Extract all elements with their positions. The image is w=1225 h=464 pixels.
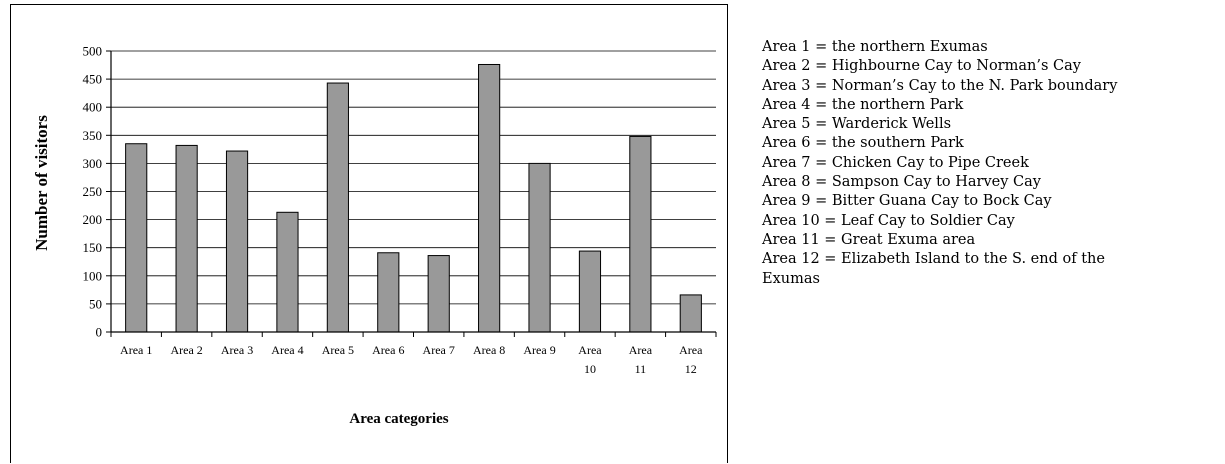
x-tick-label: Area 8 xyxy=(473,343,505,357)
bar xyxy=(578,250,602,333)
y-tick-label: 450 xyxy=(83,72,103,87)
x-tick-label: Area 3 xyxy=(221,343,253,357)
bar xyxy=(478,63,501,333)
bar xyxy=(679,294,702,333)
legend-line: Area 10 = Leaf Cay to Soldier Cay xyxy=(762,212,1015,229)
legend-line: Area 8 = Sampson Cay to Harvey Cay xyxy=(762,174,1041,191)
legend-line: Area 3 = Norman’s Cay to the N. Park bou… xyxy=(762,77,1118,94)
bar xyxy=(427,255,450,333)
legend-line: Area 11 = Great Exuma area xyxy=(762,231,976,248)
x-axis-label: Area categories xyxy=(349,411,448,427)
axes xyxy=(110,51,716,333)
x-tick-labels: Area 1 Area 2 Area 3 Area 4 Area 5 Area 6 Area… xyxy=(120,343,703,376)
y-tick-label: 150 xyxy=(83,240,103,255)
bar xyxy=(276,211,299,333)
legend-line: Area 1 = the northern Exumas xyxy=(762,39,988,55)
legend-line: Area 9 = Bitter Guana Cay to Bock Cay xyxy=(762,193,1052,210)
x-tick-label: Area 5 xyxy=(322,343,354,357)
y-tick-label: 0 xyxy=(96,325,103,340)
area-legend: Area 1 = the northern Exumas Area 2 = Hig… xyxy=(762,38,1222,289)
legend-line: Exumas xyxy=(762,270,820,287)
y-tick-label: 300 xyxy=(83,156,103,171)
x-tick-label: Area 11 xyxy=(629,343,653,376)
bar xyxy=(629,135,652,333)
bar xyxy=(225,150,249,333)
x-tick-label: Area 9 xyxy=(523,343,555,357)
legend-line: Area 12 = Elizabeth Island to the S. end… xyxy=(762,251,1105,268)
bar xyxy=(326,82,349,333)
y-tick-label: 50 xyxy=(89,296,102,311)
y-tick-labels: 0 50 100 150 200 250 300 350 400 450 500 xyxy=(83,44,103,340)
y-tick-label: 400 xyxy=(83,100,103,115)
bars xyxy=(110,63,717,337)
chart-frame: 0 50 100 150 200 250 300 350 400 450 500 Area 1 Are… xyxy=(10,4,728,463)
legend-line: Area 6 = the southern Park xyxy=(762,135,964,152)
y-tick-label: 500 xyxy=(83,44,103,59)
x-tick-label: Area 2 xyxy=(170,343,202,357)
y-tick-label: 200 xyxy=(83,212,103,227)
legend-line: Area 7 = Chicken Cay to Pipe Creek xyxy=(762,154,1029,171)
legend-line: Area 4 = the northern Park xyxy=(762,96,964,113)
gridlines xyxy=(106,50,716,333)
y-tick-label: 350 xyxy=(83,128,103,143)
bar xyxy=(175,144,198,333)
bar xyxy=(528,162,551,333)
y-tick-label: 250 xyxy=(83,184,103,199)
bar xyxy=(125,143,148,333)
legend-line: Area 5 = Warderick Wells xyxy=(762,116,952,133)
y-axis-label: Number of visitors xyxy=(32,115,51,251)
bar xyxy=(377,252,400,333)
y-tick-label: 100 xyxy=(83,268,103,283)
x-tick-label: Area 10 xyxy=(578,343,602,376)
x-tick-label: Area 6 xyxy=(372,343,404,357)
x-tick-label: Area 1 xyxy=(120,343,152,357)
x-tick-label: Area 7 xyxy=(423,343,455,357)
legend-line: Area 2 = Highbourne Cay to Norman’s Cay xyxy=(762,58,1081,75)
x-tick-label: Area 12 xyxy=(679,343,703,376)
x-tick-label: Area 4 xyxy=(271,343,303,357)
